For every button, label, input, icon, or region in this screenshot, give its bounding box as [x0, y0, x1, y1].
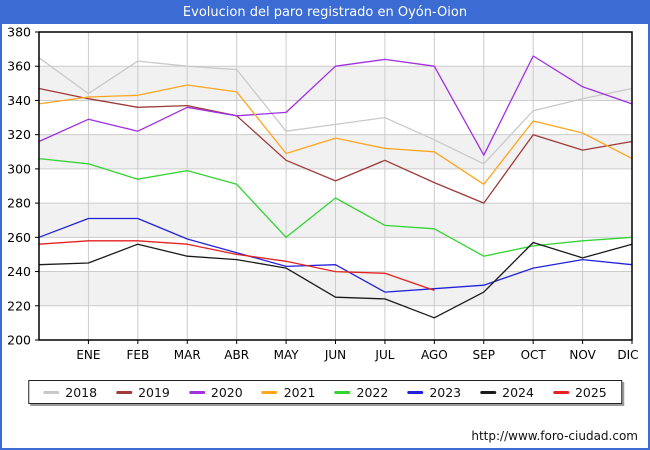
- series-line-2024: [38, 241, 633, 319]
- y-tick-label: 320: [7, 127, 31, 142]
- series-line-2022: [38, 157, 633, 257]
- legend-item-2021: 2021: [261, 384, 316, 400]
- footer-url: http://www.foro-ciudad.com: [471, 429, 638, 443]
- x-tick-label: ENE: [76, 348, 100, 362]
- x-tick-label: DIC: [617, 348, 638, 362]
- series-line-2023: [38, 217, 633, 293]
- y-tick-label: 280: [7, 196, 31, 211]
- chart-title: Evolucion del paro registrado en Oyón-Oi…: [2, 2, 648, 24]
- legend-swatch-2024: [480, 390, 497, 394]
- x-tick-label: JUN: [324, 348, 346, 362]
- legend-item-2020: 2020: [188, 384, 243, 400]
- legend-item-2023: 2023: [407, 385, 461, 400]
- legend-label: 2021: [283, 384, 316, 400]
- legend-item-2025: 2025: [552, 384, 607, 400]
- x-tick-label: MAR: [174, 348, 201, 362]
- y-tick-label: 300: [7, 161, 31, 176]
- legend-swatch-2023: [407, 390, 424, 394]
- series-line-2025: [38, 240, 435, 292]
- legend-label: 2020: [210, 384, 243, 400]
- series-line-2020: [38, 55, 633, 156]
- y-tick-label: 360: [7, 59, 31, 74]
- legend-label: 2019: [138, 384, 170, 400]
- legend-item-2019: 2019: [116, 385, 170, 400]
- y-tick-label: 340: [7, 93, 31, 108]
- x-tick-label: FEB: [126, 348, 149, 362]
- legend-item-2022: 2022: [334, 384, 389, 400]
- legend-label: 2018: [65, 384, 98, 400]
- x-tick-label: SEP: [473, 348, 495, 362]
- y-tick-label: 240: [7, 264, 31, 279]
- x-tick-label: ABR: [224, 348, 249, 362]
- y-tick-label: 260: [7, 230, 31, 245]
- y-tick-label: 200: [7, 333, 31, 348]
- series-line-2019: [38, 87, 633, 204]
- legend-swatch-2021: [261, 390, 278, 394]
- legend-swatch-2022: [334, 390, 351, 394]
- legend-swatch-2018: [43, 390, 60, 394]
- series-line-2018: [38, 57, 633, 165]
- legend-label: 2025: [574, 384, 607, 400]
- legend-swatch-2020: [188, 390, 205, 394]
- chart-area: 380 360 340 320 300 280 260 240 220 200 ENE FEB MAR A…: [2, 24, 648, 380]
- x-tick-label: OCT: [521, 348, 547, 362]
- line-chart: 380 360 340 320 300 280 260 240 220 200 ENE FEB MAR A…: [7, 25, 638, 363]
- legend: 2018 2019 2020 2021 2022 2023 2024 2025: [28, 380, 622, 404]
- legend-item-2024: 2024: [480, 385, 534, 400]
- x-tick-label: JUL: [374, 348, 394, 362]
- x-tick-label: MAY: [274, 348, 300, 362]
- y-tick-label: 380: [7, 25, 31, 40]
- legend-item-2018: 2018: [43, 385, 97, 400]
- legend-swatch-2025: [552, 390, 569, 394]
- legend-swatch-2019: [116, 390, 133, 394]
- legend-label: 2024: [502, 384, 534, 400]
- y-tick-label: 220: [7, 298, 31, 313]
- x-tick-label: NOV: [569, 348, 596, 362]
- series-line-2021: [38, 84, 633, 185]
- x-tick-label: AGO: [421, 348, 448, 362]
- legend-label: 2022: [356, 384, 389, 400]
- legend-label: 2023: [429, 384, 462, 400]
